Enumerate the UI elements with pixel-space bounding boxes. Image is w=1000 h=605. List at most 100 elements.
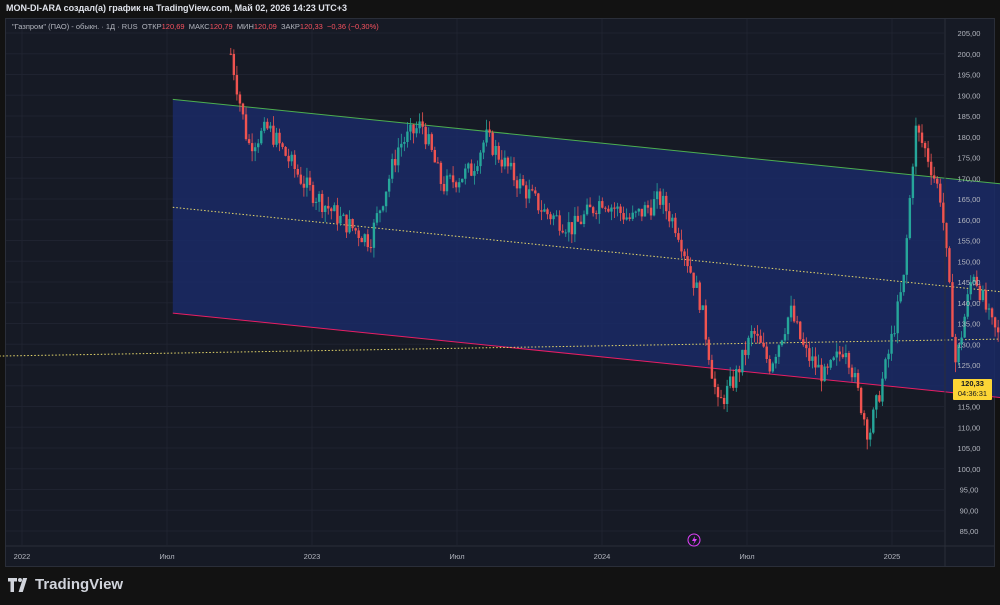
candle-body	[677, 233, 680, 240]
candle-body	[917, 125, 921, 133]
candle-body	[616, 206, 619, 209]
candle-body	[235, 75, 239, 95]
candle-body	[317, 193, 321, 202]
candle-body	[546, 209, 549, 215]
tradingview-logo[interactable]: TradingView	[8, 576, 123, 593]
candle-body	[241, 103, 245, 115]
channel-midline	[172, 206, 1000, 293]
lightning-icon	[687, 533, 701, 547]
x-tick-label: 2023	[304, 552, 321, 561]
candle-body	[817, 364, 820, 368]
close-value: 120,33	[299, 22, 323, 31]
y-tick-label: 115,00	[958, 403, 980, 412]
candle-body	[272, 125, 275, 145]
candle-body	[765, 346, 768, 359]
change-value: −0,36 (−0,30%)	[327, 22, 379, 31]
y-tick-label: 130,00	[958, 340, 981, 349]
candle-body	[783, 334, 787, 341]
low-label: МИН	[236, 22, 254, 31]
candle-body	[914, 125, 918, 167]
candle-body	[814, 356, 817, 368]
y-tick-label: 110,00	[958, 423, 980, 432]
candle-body	[625, 217, 628, 220]
candle-body	[850, 367, 854, 378]
candle-body	[896, 301, 899, 334]
candle-body	[744, 349, 747, 356]
candle-body	[942, 202, 945, 223]
candle-body	[655, 191, 659, 200]
candle-body	[805, 344, 808, 349]
candle-body	[299, 174, 303, 184]
candle-body	[558, 215, 561, 231]
candle-body	[433, 149, 437, 163]
candle-body	[631, 212, 634, 219]
y-tick-label: 85,00	[960, 527, 979, 536]
candle-body	[707, 339, 711, 360]
candle-body	[397, 147, 400, 166]
candle-body	[826, 366, 829, 368]
candle-body	[229, 53, 232, 55]
candle-body	[741, 349, 744, 373]
candle-body	[360, 238, 363, 243]
y-tick-label: 165,00	[958, 195, 981, 204]
candle-body	[872, 409, 875, 433]
candle-body	[954, 336, 957, 363]
candle-body	[543, 209, 546, 212]
candle-body	[591, 207, 595, 214]
candle-body	[601, 201, 604, 208]
y-tick-label: 185,00	[958, 112, 981, 121]
candle-body	[473, 171, 476, 176]
candle-body	[531, 189, 534, 191]
candle-body	[394, 159, 397, 166]
candle-body	[479, 152, 482, 167]
candle-body	[561, 230, 564, 233]
candle-body	[969, 282, 972, 295]
candle-body	[866, 419, 869, 440]
candle-body	[936, 178, 939, 184]
candle-body	[454, 182, 458, 188]
high-label: МАКС	[188, 22, 210, 31]
candle-body	[528, 189, 531, 199]
candle-body	[284, 146, 287, 156]
candle-body	[619, 206, 622, 214]
candle-body	[445, 175, 449, 192]
lightning-icon-glyph	[692, 536, 697, 545]
candle-body	[588, 204, 592, 208]
candle-body	[786, 317, 790, 335]
candle-body	[808, 348, 811, 361]
candle-body	[853, 373, 857, 378]
candle-body	[972, 276, 975, 283]
candle-body	[260, 130, 263, 144]
candle-body	[945, 222, 948, 249]
candle-body	[640, 208, 644, 217]
candle-body	[869, 432, 872, 440]
y-tick-label: 90,00	[960, 506, 979, 515]
candle-body	[342, 214, 345, 216]
candle-body	[689, 266, 692, 273]
candle-body	[963, 316, 966, 338]
candle-body	[305, 177, 309, 188]
ohlc-legend: "Газпром" (ПАО) - обыкн. · 1Д · RUS ОТКР…	[12, 22, 379, 31]
candle-body	[844, 352, 848, 358]
candle-body	[698, 282, 701, 310]
candle-body	[887, 353, 890, 360]
candle-body	[412, 124, 415, 134]
candle-body	[984, 290, 988, 310]
candle-body	[658, 191, 662, 205]
x-tick-label: 2025	[884, 552, 901, 561]
y-tick-label: 125,00	[958, 361, 981, 370]
candle-body	[421, 121, 424, 127]
y-tick-label: 150,00	[958, 257, 981, 266]
candle-body	[409, 124, 412, 132]
candle-body	[771, 363, 775, 372]
candle-body	[257, 143, 260, 148]
candle-body	[811, 356, 814, 361]
candle-body	[363, 234, 366, 243]
tradingview-logo-icon	[8, 577, 28, 592]
candle-body	[464, 168, 467, 179]
candle-body	[802, 339, 805, 345]
candle-body	[987, 308, 991, 310]
y-tick-label: 160,00	[958, 216, 981, 225]
high-value: 120,79	[209, 22, 233, 31]
